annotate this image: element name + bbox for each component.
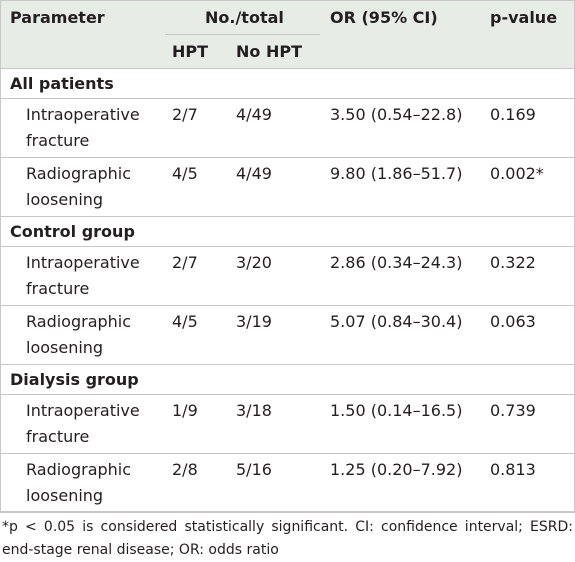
p-cell: 0.813 (490, 460, 536, 479)
p-cell: 0.322 (490, 253, 536, 272)
nohpt-cell: 5/16 (236, 460, 272, 479)
parameter-cell: Intraoperative fracture (26, 253, 140, 298)
p-cell: 0.063 (490, 312, 536, 331)
parameter-cell: Intraoperative fracture (26, 105, 140, 150)
hpt-cell: 2/8 (172, 460, 198, 479)
or-cell: 5.07 (0.84–30.4) (330, 312, 463, 331)
hpt-cell: 2/7 (172, 105, 198, 124)
parameter-cell: Radiographic loosening (26, 460, 132, 505)
row-rule (0, 98, 575, 99)
nohpt-cell: 3/19 (236, 312, 272, 331)
row-rule (0, 157, 575, 158)
row-rule (0, 364, 575, 365)
parameter-cell: Radiographic loosening (26, 312, 132, 357)
group-label: Control group (10, 222, 135, 241)
or-cell: 1.50 (0.14–16.5) (330, 401, 463, 420)
hpt-cell: 4/5 (172, 164, 198, 183)
nohpt-cell: 3/20 (236, 253, 272, 272)
header-cell: No./total (205, 8, 284, 27)
or-cell: 2.86 (0.34–24.3) (330, 253, 463, 272)
row-rule (0, 453, 575, 454)
hpt-cell: 1/9 (172, 401, 198, 420)
row-rule (0, 246, 575, 247)
group-label: Dialysis group (10, 370, 139, 389)
or-cell: 3.50 (0.54–22.8) (330, 105, 463, 124)
row-rule (0, 216, 575, 217)
p-cell: 0.169 (490, 105, 536, 124)
row-rule (0, 305, 575, 306)
group-label: All patients (10, 74, 114, 93)
header-cell: Parameter (10, 8, 105, 27)
nohpt-cell: 4/49 (236, 105, 272, 124)
footnote: *p < 0.05 is considered statistically si… (2, 519, 573, 558)
header-cell: No HPT (236, 42, 302, 61)
p-cell: 0.002* (490, 164, 544, 183)
hpt-cell: 4/5 (172, 312, 198, 331)
header-cell: HPT (172, 42, 209, 61)
row-rule (0, 394, 575, 395)
p-cell: 0.739 (490, 401, 536, 420)
row-rule (0, 512, 575, 513)
nohpt-cell: 4/49 (236, 164, 272, 183)
or-cell: 1.25 (0.20–7.92) (330, 460, 463, 479)
nohpt-cell: 3/18 (236, 401, 272, 420)
parameter-cell: Radiographic loosening (26, 164, 132, 209)
header-rule (165, 34, 320, 35)
or-cell: 9.80 (1.86–51.7) (330, 164, 463, 183)
header-cell: p-value (490, 8, 558, 27)
hpt-cell: 2/7 (172, 253, 198, 272)
header-cell: OR (95% CI) (330, 8, 438, 27)
parameter-cell: Intraoperative fracture (26, 401, 140, 446)
header-rule (0, 68, 575, 69)
